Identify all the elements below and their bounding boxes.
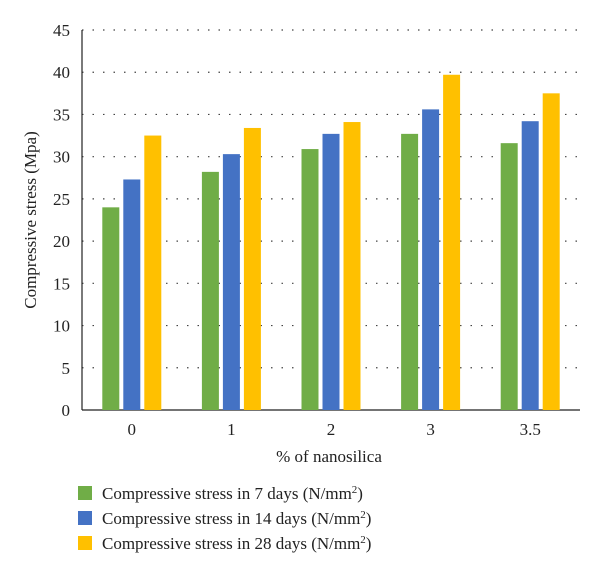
x-tick-label: 2 xyxy=(327,420,336,439)
y-tick-label: 10 xyxy=(53,317,70,336)
legend-unit-superscript: 2 xyxy=(360,534,366,546)
y-tick-label: 45 xyxy=(53,21,70,40)
tick-labels: 0 5 10 15 20 25 30 35 40 45 0 1 2 3 3.5 xyxy=(53,21,541,439)
legend-unit-superscript: 2 xyxy=(360,509,366,521)
legend-unit-close: ) xyxy=(357,484,363,503)
y-tick-label: 35 xyxy=(53,105,70,124)
y-tick-label: 5 xyxy=(62,359,71,378)
bar xyxy=(301,149,319,411)
bar xyxy=(422,109,440,410)
x-tick-label: 0 xyxy=(128,420,137,439)
legend-swatch xyxy=(78,511,92,525)
y-tick-label: 15 xyxy=(53,274,70,293)
y-tick-label: 30 xyxy=(53,148,70,167)
bar xyxy=(542,93,560,410)
legend-label: Compressive stress in 14 days (N/mm2) xyxy=(102,509,371,528)
legend-swatch xyxy=(78,536,92,550)
bar xyxy=(123,179,141,410)
legend: Compressive stress in 7 days (N/mm2)Comp… xyxy=(78,484,371,553)
x-tick-label: 3.5 xyxy=(520,420,541,439)
bar xyxy=(322,133,340,410)
bar xyxy=(443,74,461,410)
y-tick-label: 40 xyxy=(53,63,70,82)
legend-unit: (N/mm xyxy=(311,509,360,528)
bar xyxy=(144,135,162,411)
legend-unit-close: ) xyxy=(366,509,372,528)
legend-unit: (N/mm xyxy=(303,484,352,503)
bar xyxy=(102,207,120,410)
legend-unit-close: ) xyxy=(366,534,372,553)
legend-series-name: Compressive stress in 14 days xyxy=(102,509,311,528)
legend-unit-superscript: 2 xyxy=(352,484,358,496)
bar xyxy=(521,121,539,410)
x-tick-label: 1 xyxy=(227,420,236,439)
bar xyxy=(401,133,419,410)
y-tick-label: 0 xyxy=(62,401,71,420)
bar xyxy=(500,143,518,410)
legend-unit: (N/mm xyxy=(311,534,360,553)
y-tick-label: 25 xyxy=(53,190,70,209)
x-tick-label: 3 xyxy=(426,420,435,439)
legend-series-name: Compressive stress in 28 days xyxy=(102,534,311,553)
legend-series-name: Compressive stress in 7 days xyxy=(102,484,303,503)
bar xyxy=(222,154,240,410)
y-tick-label: 20 xyxy=(53,232,70,251)
legend-label: Compressive stress in 7 days (N/mm2) xyxy=(102,484,363,503)
bar xyxy=(201,171,219,410)
legend-label: Compressive stress in 28 days (N/mm2) xyxy=(102,534,371,553)
bars xyxy=(102,74,560,411)
bar xyxy=(343,122,361,411)
bar xyxy=(243,127,261,410)
legend-swatch xyxy=(78,486,92,500)
y-axis-title: Compressive stress (Mpa) xyxy=(21,131,40,309)
x-axis-title: % of nanosilica xyxy=(276,447,382,466)
